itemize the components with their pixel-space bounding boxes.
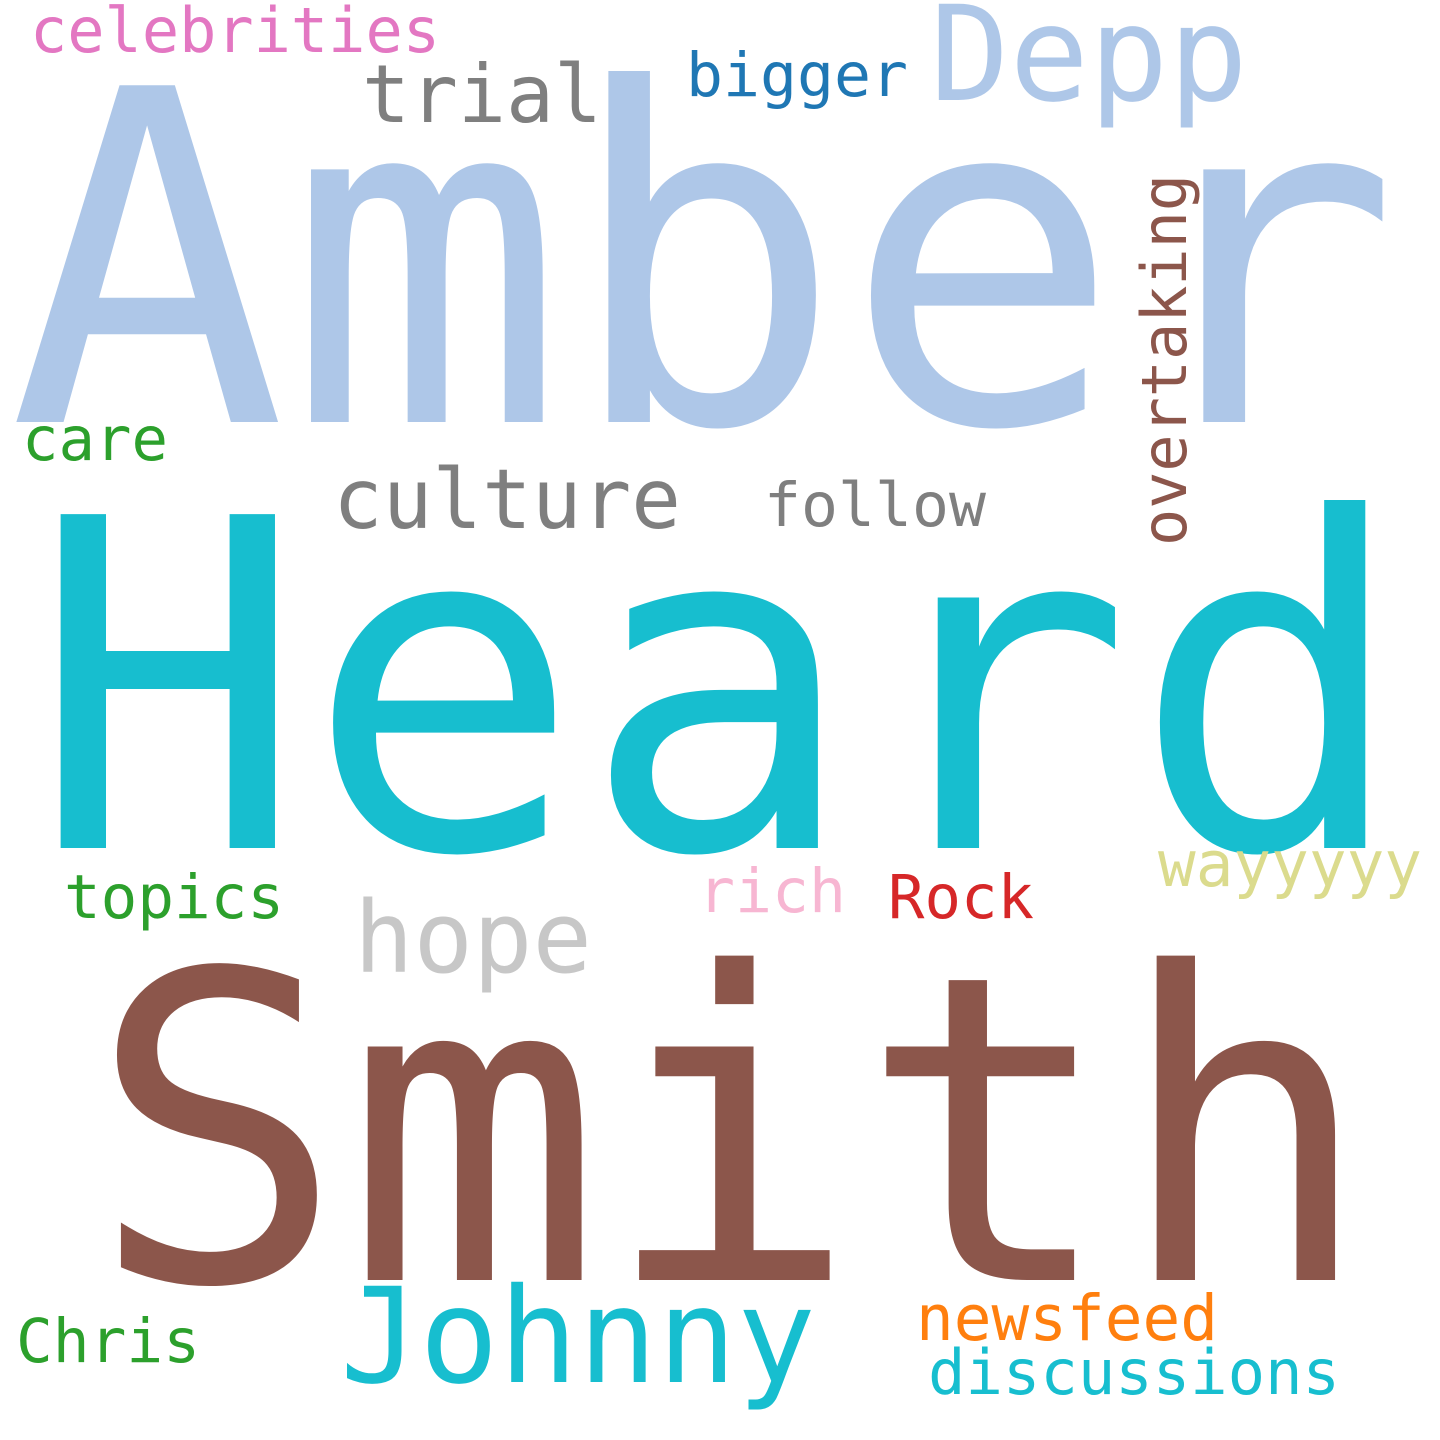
word-topics: topics	[64, 862, 284, 933]
word-hope: hope	[354, 881, 592, 996]
word-discussions: discussions	[928, 1336, 1340, 1409]
word-follow: follow	[764, 470, 986, 541]
word-smith: Smith	[88, 884, 1373, 1381]
word-johnny: Johnny	[340, 1260, 816, 1414]
word-care: care	[22, 404, 168, 475]
word-depp: Depp	[930, 0, 1248, 132]
word-heard: Heard	[30, 424, 1408, 957]
word-rock: Rock	[888, 862, 1034, 933]
word-overtaking: overtaking	[1128, 174, 1201, 546]
word-newsfeed: newsfeed	[916, 1282, 1218, 1355]
word-trial: trial	[362, 48, 602, 141]
word-chris: Chris	[16, 1306, 200, 1377]
word-bigger: bigger	[686, 40, 908, 111]
word-celebrities: celebrities	[30, 0, 440, 67]
word-rich: rich	[698, 856, 846, 927]
word-wayyyyy: wayyyyy	[1158, 828, 1422, 901]
word-culture: culture	[333, 451, 681, 548]
word-amber: Amber	[8, 0, 1400, 531]
